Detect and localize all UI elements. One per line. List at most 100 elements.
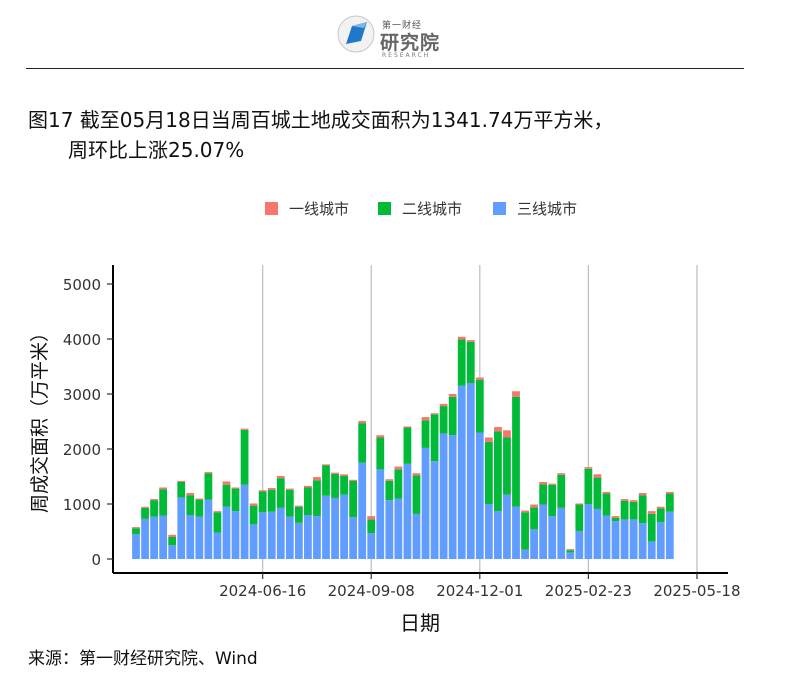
bar-tier2-52 (602, 493, 611, 516)
bar-tier1-48 (566, 549, 575, 551)
bar-tier1-23 (340, 474, 348, 476)
bar-tier2-40 (494, 431, 502, 512)
y-tick-label: 3000 (63, 386, 101, 404)
bar-tier1-47 (557, 473, 566, 475)
bar-tier1-45 (539, 482, 548, 485)
bar-tier2-29 (394, 469, 403, 499)
bar-tier2-39 (484, 441, 493, 504)
legend-swatch-1 (378, 202, 391, 215)
bar-tier2-6 (186, 495, 195, 515)
bar-tier1-20 (313, 477, 321, 481)
bar-tier2-7 (195, 499, 204, 517)
bar-tier3-8 (204, 499, 213, 559)
bar-tier2-38 (475, 379, 484, 433)
bar-tier3-28 (385, 500, 394, 559)
bar-tier3-45 (539, 504, 548, 559)
bar-tier3-5 (177, 497, 186, 559)
bar-tier1-1 (141, 506, 149, 508)
y-tick-label: 2000 (63, 441, 101, 459)
bar-tier1-55 (629, 500, 638, 502)
bar-tier2-47 (557, 474, 566, 508)
bar-tier2-18 (294, 506, 303, 523)
bar-tier3-11 (231, 511, 240, 559)
bar-tier2-28 (385, 480, 394, 501)
bar-tier3-57 (647, 541, 656, 559)
bar-tier1-16 (276, 475, 285, 479)
bar-tier3-17 (285, 516, 294, 559)
source-note: 来源：第一财经研究院、Wind (28, 649, 258, 669)
bar-tier1-13 (249, 503, 258, 506)
bar-tier2-25 (358, 423, 367, 463)
bar-tier1-25 (358, 420, 367, 424)
bar-tier2-48 (566, 550, 575, 553)
bar-tier1-39 (484, 437, 493, 442)
bar-tier3-15 (267, 511, 276, 559)
bar-tier1-0 (132, 527, 140, 529)
bar-tier1-50 (584, 467, 593, 469)
x-tick-label: 2025-02-23 (545, 582, 632, 600)
bar-tier2-3 (159, 489, 168, 516)
bar-tier3-55 (629, 519, 638, 559)
bar-tier1-31 (412, 473, 421, 476)
logo: 第一财经 研究院 RESEARCH (336, 12, 446, 59)
bar-tier2-19 (304, 487, 312, 515)
bar-tier1-46 (548, 483, 557, 485)
bar-tier2-31 (412, 475, 421, 514)
bar-tier3-6 (186, 515, 195, 559)
bar-tier2-2 (150, 500, 158, 517)
bar-tier3-4 (168, 545, 177, 559)
bar-tier2-15 (267, 489, 276, 512)
bar-tier2-1 (141, 507, 149, 519)
bar-tier3-12 (240, 484, 249, 559)
legend-label-2: 三线城市 (517, 200, 577, 218)
bar-tier1-10 (222, 481, 231, 485)
bar-tier2-10 (222, 484, 231, 507)
x-axis-label: 日期 (400, 611, 440, 635)
bar-tier1-57 (647, 511, 656, 514)
x-tick-label: 2025-05-18 (653, 582, 740, 600)
bar-tier3-25 (358, 462, 367, 559)
bar-tier1-22 (331, 472, 339, 474)
bar-tier2-50 (584, 468, 593, 504)
bar-tier3-23 (340, 494, 348, 559)
bar-tier2-16 (276, 478, 285, 508)
bar-tier1-8 (204, 472, 213, 474)
bar-tier1-30 (403, 426, 412, 428)
bar-tier1-27 (376, 435, 385, 438)
bar-tier2-27 (376, 437, 385, 470)
bar-tier1-5 (177, 480, 186, 482)
bar-tier1-14 (258, 490, 267, 492)
bar-tier1-26 (367, 516, 376, 520)
logo-small-text: 第一财经 (382, 21, 423, 31)
bar-tier3-7 (195, 516, 204, 559)
bar-tier3-31 (412, 513, 421, 559)
bar-tier2-12 (240, 429, 249, 485)
bar-tier3-2 (150, 516, 158, 559)
bar-tier2-14 (258, 491, 267, 513)
bar-tier1-41 (503, 430, 511, 438)
bar-tier1-40 (494, 427, 502, 432)
bar-tier2-26 (367, 519, 376, 534)
bar-tier2-23 (340, 475, 348, 495)
bar-tier3-33 (430, 461, 439, 559)
bar-tier2-57 (647, 513, 656, 542)
bar-tier3-54 (620, 519, 629, 559)
bar-tier3-29 (394, 498, 403, 559)
bar-tier2-59 (665, 493, 674, 512)
legend-swatch-2 (493, 202, 506, 215)
bar-tier2-0 (132, 528, 140, 535)
bar-tier2-20 (313, 480, 321, 517)
bar-tier1-18 (294, 505, 303, 507)
bar-tier3-38 (475, 432, 484, 559)
bar-tier1-29 (394, 466, 403, 470)
bar-tier3-30 (403, 463, 412, 559)
bar-tier2-5 (177, 482, 186, 498)
bar-tier2-43 (521, 512, 529, 550)
x-tick-label: 2024-09-08 (328, 582, 415, 600)
bar-tier3-14 (258, 512, 267, 559)
figure-title: 图17 截至05月18日当周百城土地成交面积为1341.74万平方米， 周环比上… (28, 105, 768, 165)
bar-tier3-42 (512, 506, 520, 559)
bar-tier3-27 (376, 469, 385, 559)
bar-tier3-48 (566, 552, 575, 559)
bar-tier1-44 (530, 504, 538, 508)
